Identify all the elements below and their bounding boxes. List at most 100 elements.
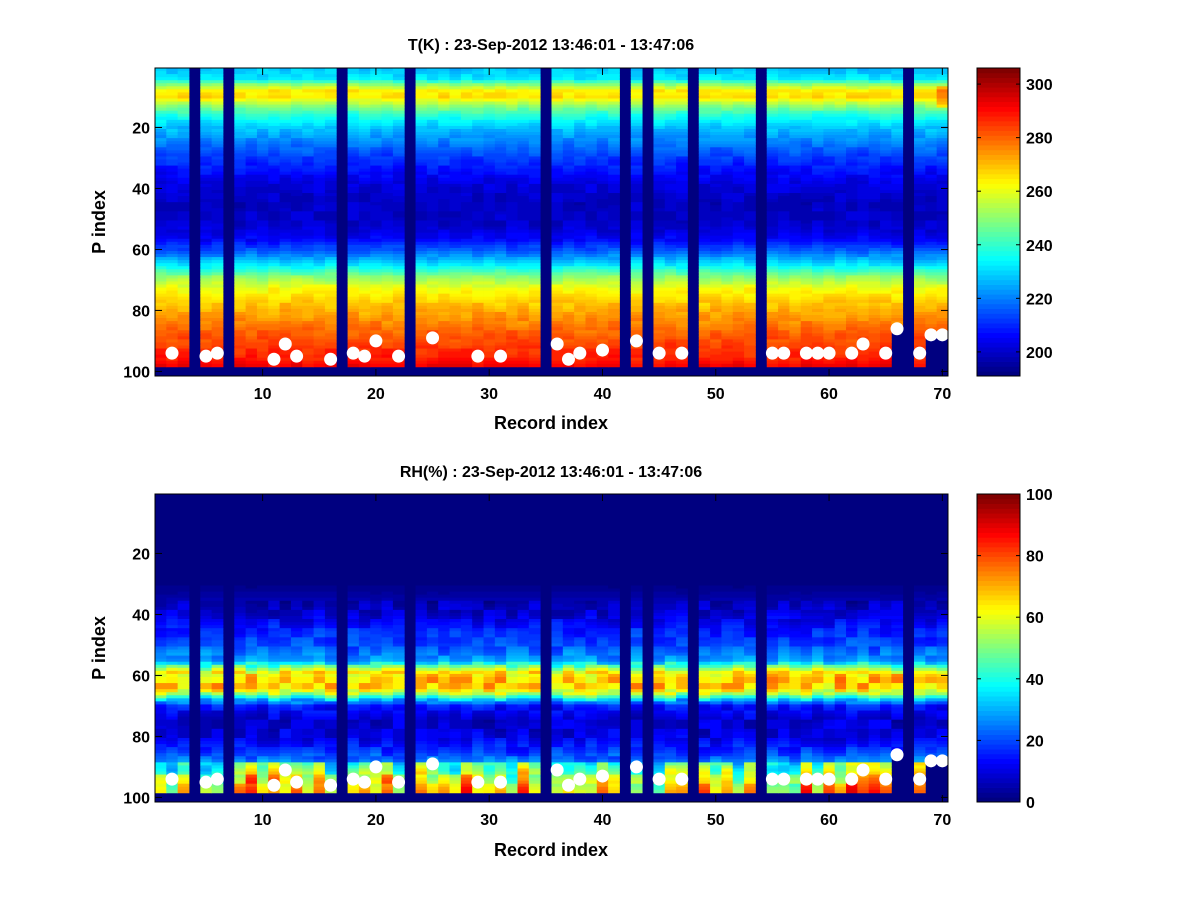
heatmap-cell [698, 315, 711, 319]
heatmap-cell [721, 354, 734, 359]
heatmap-cell [313, 275, 326, 279]
heatmap-cell [245, 333, 258, 337]
heatmap-cell [483, 284, 496, 288]
heatmap-cell [778, 98, 790, 102]
heatmap-cell [517, 125, 530, 130]
heatmap-cell [721, 119, 734, 124]
heatmap-cell [585, 223, 598, 227]
heatmap-cell [483, 156, 496, 160]
heatmap-cell [256, 162, 269, 166]
heatmap-cell [517, 89, 530, 93]
heatmap-cell [324, 214, 337, 218]
heatmap-cell [608, 311, 620, 316]
heatmap-cell [483, 336, 496, 340]
heatmap-cell [324, 186, 337, 191]
heatmap-cell [392, 116, 405, 121]
heatmap-cell [823, 315, 836, 319]
heatmap-cell [392, 193, 405, 197]
heatmap-cell [155, 357, 167, 362]
heatmap-cell [608, 74, 620, 78]
heatmap-cell [472, 211, 484, 215]
heatmap-cell [268, 71, 281, 75]
heatmap-cell [664, 260, 677, 264]
heatmap-cell [608, 147, 620, 151]
heatmap-cell [664, 80, 677, 84]
heatmap-cell [528, 333, 541, 337]
heatmap-cell [506, 263, 518, 267]
heatmap-cell [494, 232, 507, 237]
heatmap-cell [155, 342, 167, 346]
heatmap-cell [370, 107, 382, 112]
heatmap-cell [721, 238, 734, 243]
heatmap-cell [200, 260, 213, 264]
heatmap-cell [438, 241, 450, 246]
heatmap-cell [256, 177, 269, 182]
heatmap-cell [630, 110, 643, 115]
heatmap-cell [347, 177, 360, 182]
heatmap-cell [245, 132, 258, 136]
heatmap-cell [562, 244, 575, 249]
heatmap-cell [664, 141, 677, 145]
heatmap-cell [778, 189, 790, 194]
heatmap-cell [653, 315, 666, 319]
heatmap-cell [800, 296, 813, 301]
heatmap-cell [483, 354, 496, 359]
heatmap-cell [551, 324, 564, 328]
heatmap-cell [551, 156, 564, 160]
heatmap-cell [268, 342, 281, 346]
heatmap-cell [800, 272, 813, 276]
heatmap-cell [574, 333, 586, 337]
heatmap-cell [256, 275, 269, 279]
heatmap-cell [155, 174, 167, 179]
heatmap-cell [426, 113, 439, 118]
heatmap-cell [732, 308, 745, 313]
heatmap-cell [483, 299, 496, 304]
heatmap-cell [766, 144, 779, 148]
heatmap-cell [562, 260, 575, 264]
heatmap-cell [200, 321, 213, 325]
heatmap-cell [290, 107, 303, 112]
heatmap-cell [596, 156, 609, 160]
heatmap-cell [676, 321, 688, 325]
heatmap-cell [415, 193, 428, 197]
heatmap-cell [415, 159, 428, 163]
heatmap-cell [574, 86, 586, 90]
heatmap-cell [234, 238, 247, 243]
heatmap-cell [370, 110, 382, 115]
heatmap-cell [313, 196, 326, 200]
heatmap-cell [664, 220, 677, 224]
heatmap-cell [279, 92, 292, 96]
heatmap-cell [710, 196, 722, 200]
heatmap-cell [483, 92, 496, 96]
heatmap-cell [744, 214, 756, 218]
heatmap-cell [506, 144, 518, 148]
heatmap-cell [290, 327, 303, 331]
heatmap-cell [324, 153, 337, 157]
heatmap-cell [166, 180, 179, 185]
heatmap-cell [494, 208, 507, 212]
heatmap-cell [290, 177, 303, 182]
heatmap-cell [744, 345, 756, 349]
heatmap-cell [596, 308, 609, 313]
heatmap-cell [302, 135, 314, 139]
heatmap-cell [562, 162, 575, 166]
heatmap-cell [279, 229, 292, 234]
heatmap-cell [426, 296, 439, 301]
heatmap-cell [483, 138, 496, 142]
heatmap-cell [358, 247, 371, 252]
heatmap-cell [653, 275, 666, 279]
heatmap-cell [789, 299, 802, 304]
heatmap-cell [370, 193, 382, 197]
heatmap-cell [766, 83, 779, 87]
heatmap-cell [347, 311, 360, 316]
heatmap-cell [290, 281, 303, 285]
heatmap-cell [574, 171, 586, 176]
heatmap-cell [551, 150, 564, 154]
heatmap-cell [234, 104, 247, 109]
heatmap-cell [721, 77, 734, 81]
heatmap-cell [347, 144, 360, 148]
heatmap-cell [664, 336, 677, 340]
heatmap-cell [517, 339, 530, 343]
heatmap-cell [392, 363, 405, 368]
heatmap-cells [155, 68, 949, 368]
